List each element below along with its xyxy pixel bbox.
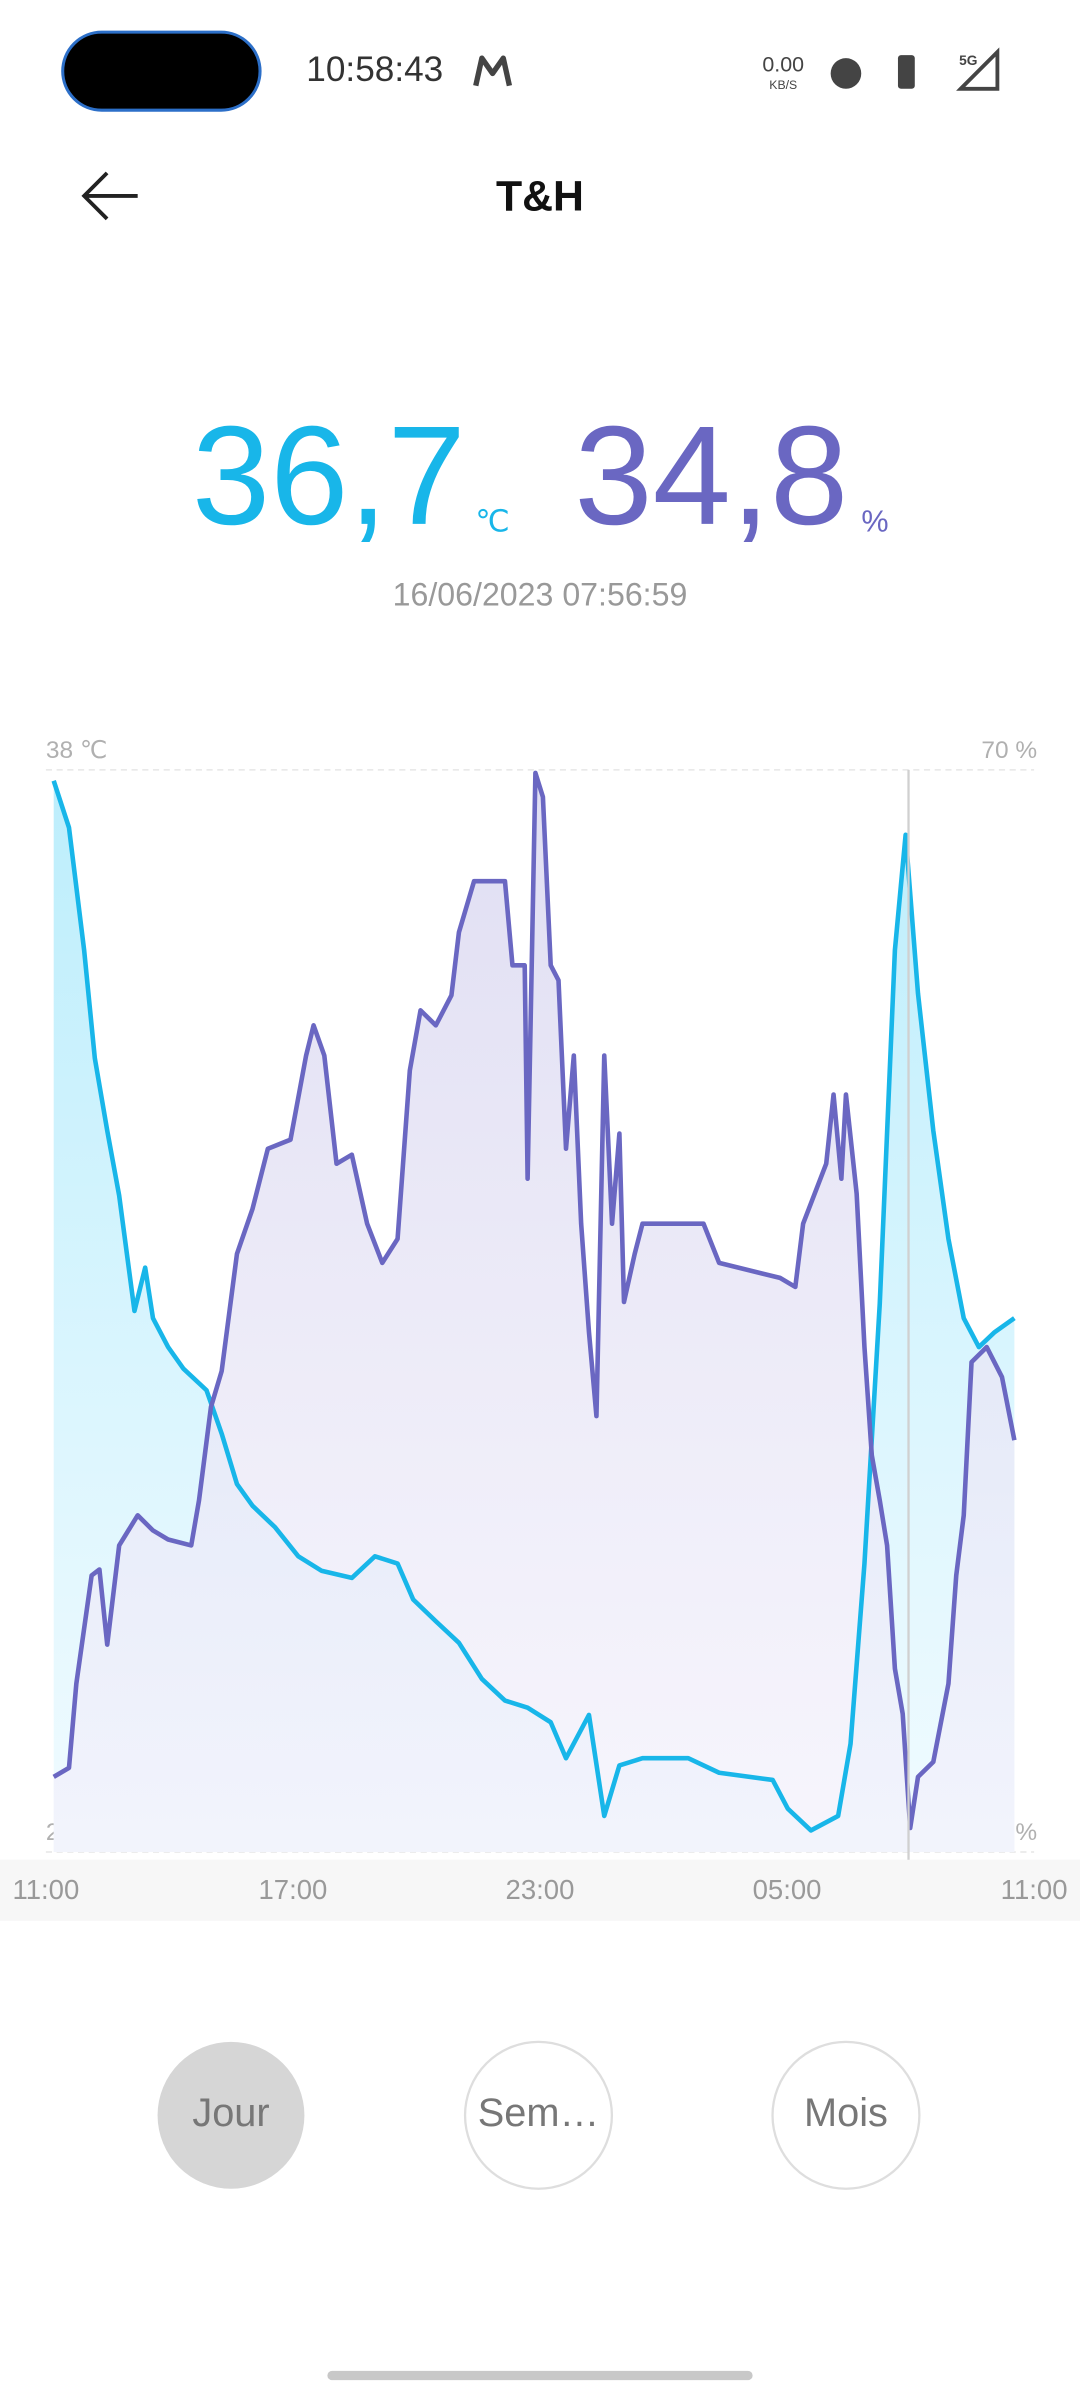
app-icon <box>473 55 513 87</box>
x-tick-label: 05:00 <box>753 1874 822 1905</box>
y-tick-label: 38 ℃ <box>46 737 107 764</box>
range-buttons: Jour Sem… Mois <box>157 2040 921 2190</box>
temperature-unit: ℃ <box>475 505 509 539</box>
y2-tick-label: 70 % <box>981 737 1037 764</box>
net-unit: KB/S <box>769 78 797 92</box>
range-button-label[interactable]: Jour <box>192 2091 269 2135</box>
signal-icon <box>956 47 1000 91</box>
chart: 38 ℃23 ℃70 %34 %11:0017:0023:0005:0011:0… <box>12 737 1067 1905</box>
temperature-value: 36,7 <box>192 397 466 554</box>
range-button-label[interactable]: Mois <box>804 2091 888 2135</box>
reading-timestamp: 16/06/2023 07:56:59 <box>393 576 688 612</box>
x-tick-label: 11:00 <box>1001 1874 1068 1905</box>
x-tick-label: 11:00 <box>12 1874 79 1905</box>
humidity-value: 34,8 <box>574 397 848 554</box>
back-button[interactable] <box>81 171 138 221</box>
range-button[interactable] <box>463 2040 614 2190</box>
x-axis-band <box>0 1859 1080 1921</box>
network-type: 5G <box>959 53 977 68</box>
camera-pill <box>61 30 262 112</box>
x-tick-label: 23:00 <box>506 1874 575 1905</box>
range-button[interactable] <box>157 2041 305 2189</box>
status-time: 10:58:43 <box>306 50 443 89</box>
page-title: T&H <box>496 172 584 220</box>
humidity-unit: % <box>861 505 888 539</box>
area-fill <box>53 772 1015 1853</box>
vibrate-icon <box>897 55 915 89</box>
alarm-icon <box>830 58 862 89</box>
net-speed: 0.00 <box>762 52 804 76</box>
series-line <box>51 780 1016 1833</box>
x-tick-label: 17:00 <box>259 1874 328 1905</box>
range-button[interactable] <box>771 2040 921 2190</box>
range-button-label[interactable]: Sem… <box>478 2091 599 2135</box>
home-indicator <box>327 2370 753 2381</box>
series-line <box>52 770 1017 1831</box>
